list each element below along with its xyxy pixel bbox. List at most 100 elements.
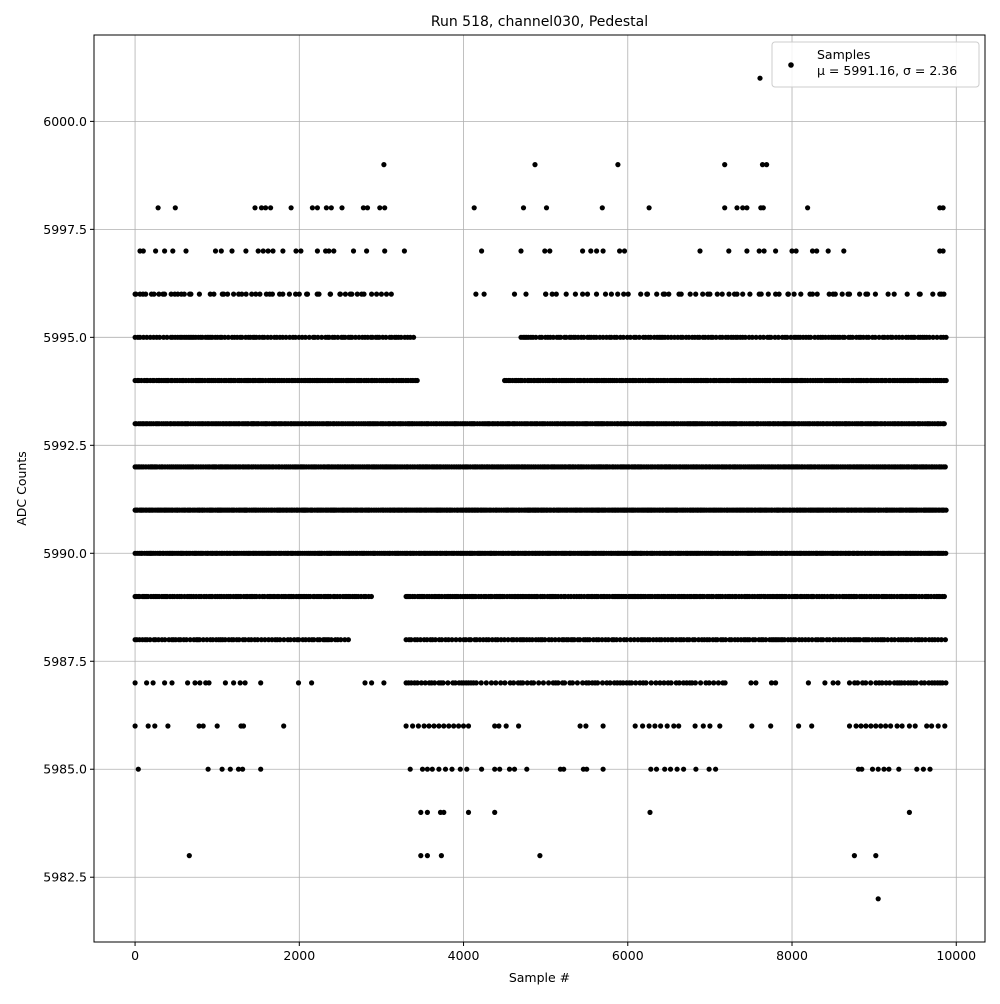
data-point	[417, 637, 424, 643]
plot-frame	[93, 34, 986, 943]
data-point	[809, 248, 816, 254]
data-point	[809, 723, 815, 729]
data-point	[214, 723, 220, 729]
data-point	[414, 680, 420, 686]
data-point	[814, 248, 820, 254]
data-point	[805, 205, 811, 211]
data-point	[726, 291, 732, 297]
data-point	[143, 291, 149, 297]
data-point	[613, 637, 620, 643]
data-point	[805, 680, 812, 686]
data-point	[912, 723, 918, 729]
data-point	[165, 723, 171, 729]
data-point	[614, 334, 620, 340]
data-point	[457, 766, 463, 772]
data-point	[891, 291, 897, 297]
data-point	[558, 334, 564, 340]
data-point	[621, 248, 628, 254]
data-point	[773, 680, 779, 686]
data-point	[661, 680, 667, 686]
data-point	[377, 205, 383, 211]
data-point	[868, 680, 874, 686]
data-point	[197, 680, 203, 686]
data-point	[401, 248, 407, 254]
data-point	[835, 680, 841, 686]
data-point	[773, 248, 779, 254]
data-point	[628, 637, 634, 643]
data-point	[577, 637, 583, 643]
data-point	[809, 291, 816, 297]
data-point	[345, 637, 351, 643]
data-point	[242, 680, 248, 686]
data-point	[648, 680, 654, 686]
data-point	[916, 291, 922, 297]
data-point	[942, 464, 948, 470]
data-point	[846, 291, 853, 297]
data-point	[920, 766, 927, 772]
data-point	[432, 637, 438, 643]
data-point	[671, 723, 677, 729]
data-point	[617, 248, 623, 254]
data-point	[742, 334, 748, 340]
data-point	[452, 680, 458, 686]
data-point	[255, 248, 261, 254]
data-point	[398, 334, 404, 340]
data-point	[561, 766, 567, 772]
data-point	[162, 291, 168, 297]
data-point	[906, 809, 913, 816]
data-point	[731, 291, 738, 297]
data-point	[471, 205, 477, 211]
data-point	[253, 291, 259, 297]
data-point	[140, 248, 146, 254]
data-point	[714, 291, 720, 297]
data-point	[335, 334, 341, 340]
data-points	[132, 75, 949, 902]
data-point	[292, 334, 298, 340]
data-point	[768, 723, 774, 729]
data-point	[277, 637, 283, 643]
data-point	[906, 723, 913, 729]
data-point	[744, 205, 750, 211]
x-tick-label: 10000	[936, 948, 976, 963]
data-point	[196, 723, 202, 729]
data-point	[653, 766, 660, 772]
data-point	[222, 637, 228, 643]
data-point	[368, 593, 374, 600]
data-point	[523, 291, 529, 297]
data-point	[460, 723, 467, 729]
data-point	[553, 291, 559, 297]
data-point	[328, 205, 334, 211]
data-point	[147, 637, 153, 643]
data-point	[314, 248, 320, 254]
data-point	[231, 680, 237, 686]
data-point	[719, 291, 725, 297]
data-point	[749, 334, 755, 340]
data-point	[676, 680, 682, 686]
data-point	[510, 680, 517, 686]
data-point	[304, 291, 311, 297]
data-point	[912, 334, 918, 340]
data-point	[283, 334, 289, 340]
data-point	[942, 637, 949, 643]
data-point	[181, 291, 187, 297]
x-tick-label: 0	[131, 948, 139, 963]
data-point	[268, 205, 274, 211]
data-point	[899, 723, 905, 729]
data-point	[723, 637, 729, 643]
data-point	[929, 723, 935, 729]
data-point	[602, 291, 609, 297]
data-point	[419, 766, 426, 772]
data-point	[381, 162, 387, 168]
data-point	[886, 766, 892, 772]
data-point	[516, 723, 522, 729]
data-point	[820, 637, 826, 643]
data-point	[814, 291, 820, 297]
data-point	[904, 291, 910, 297]
data-point	[418, 809, 424, 816]
data-point	[846, 680, 853, 686]
data-point	[734, 205, 740, 211]
data-point	[839, 291, 845, 297]
data-point	[364, 248, 370, 254]
data-point	[550, 334, 556, 340]
data-point	[600, 766, 606, 772]
